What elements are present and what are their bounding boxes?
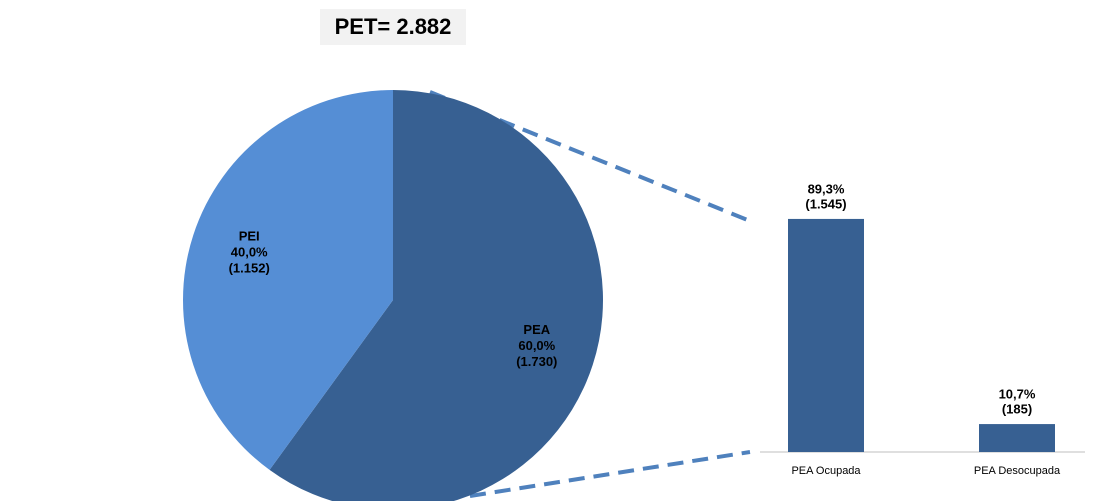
bar-value: 10,7% — [999, 387, 1036, 402]
slice-label: PEA — [523, 322, 550, 337]
slice-value: 40,0% — [231, 245, 268, 260]
bar-count: (1.545) — [805, 196, 846, 211]
pie-slice — [183, 90, 393, 470]
slice-label: PEI — [239, 229, 260, 244]
bar-count: (185) — [1002, 402, 1032, 417]
slice-count: (1.152) — [229, 261, 270, 276]
chart-title: PET= 2.882 — [335, 14, 452, 39]
slice-count: (1.730) — [516, 354, 557, 369]
title-box — [320, 9, 466, 45]
bar — [979, 424, 1055, 452]
slice-value: 60,0% — [518, 338, 555, 353]
x-tick-label: PEA Ocupada — [791, 465, 861, 477]
bar — [788, 218, 864, 452]
bar-value: 89,3% — [808, 181, 845, 196]
pie-slice — [269, 90, 603, 501]
connector — [469, 450, 751, 498]
x-tick-label: PEA Desocupada — [974, 465, 1061, 477]
